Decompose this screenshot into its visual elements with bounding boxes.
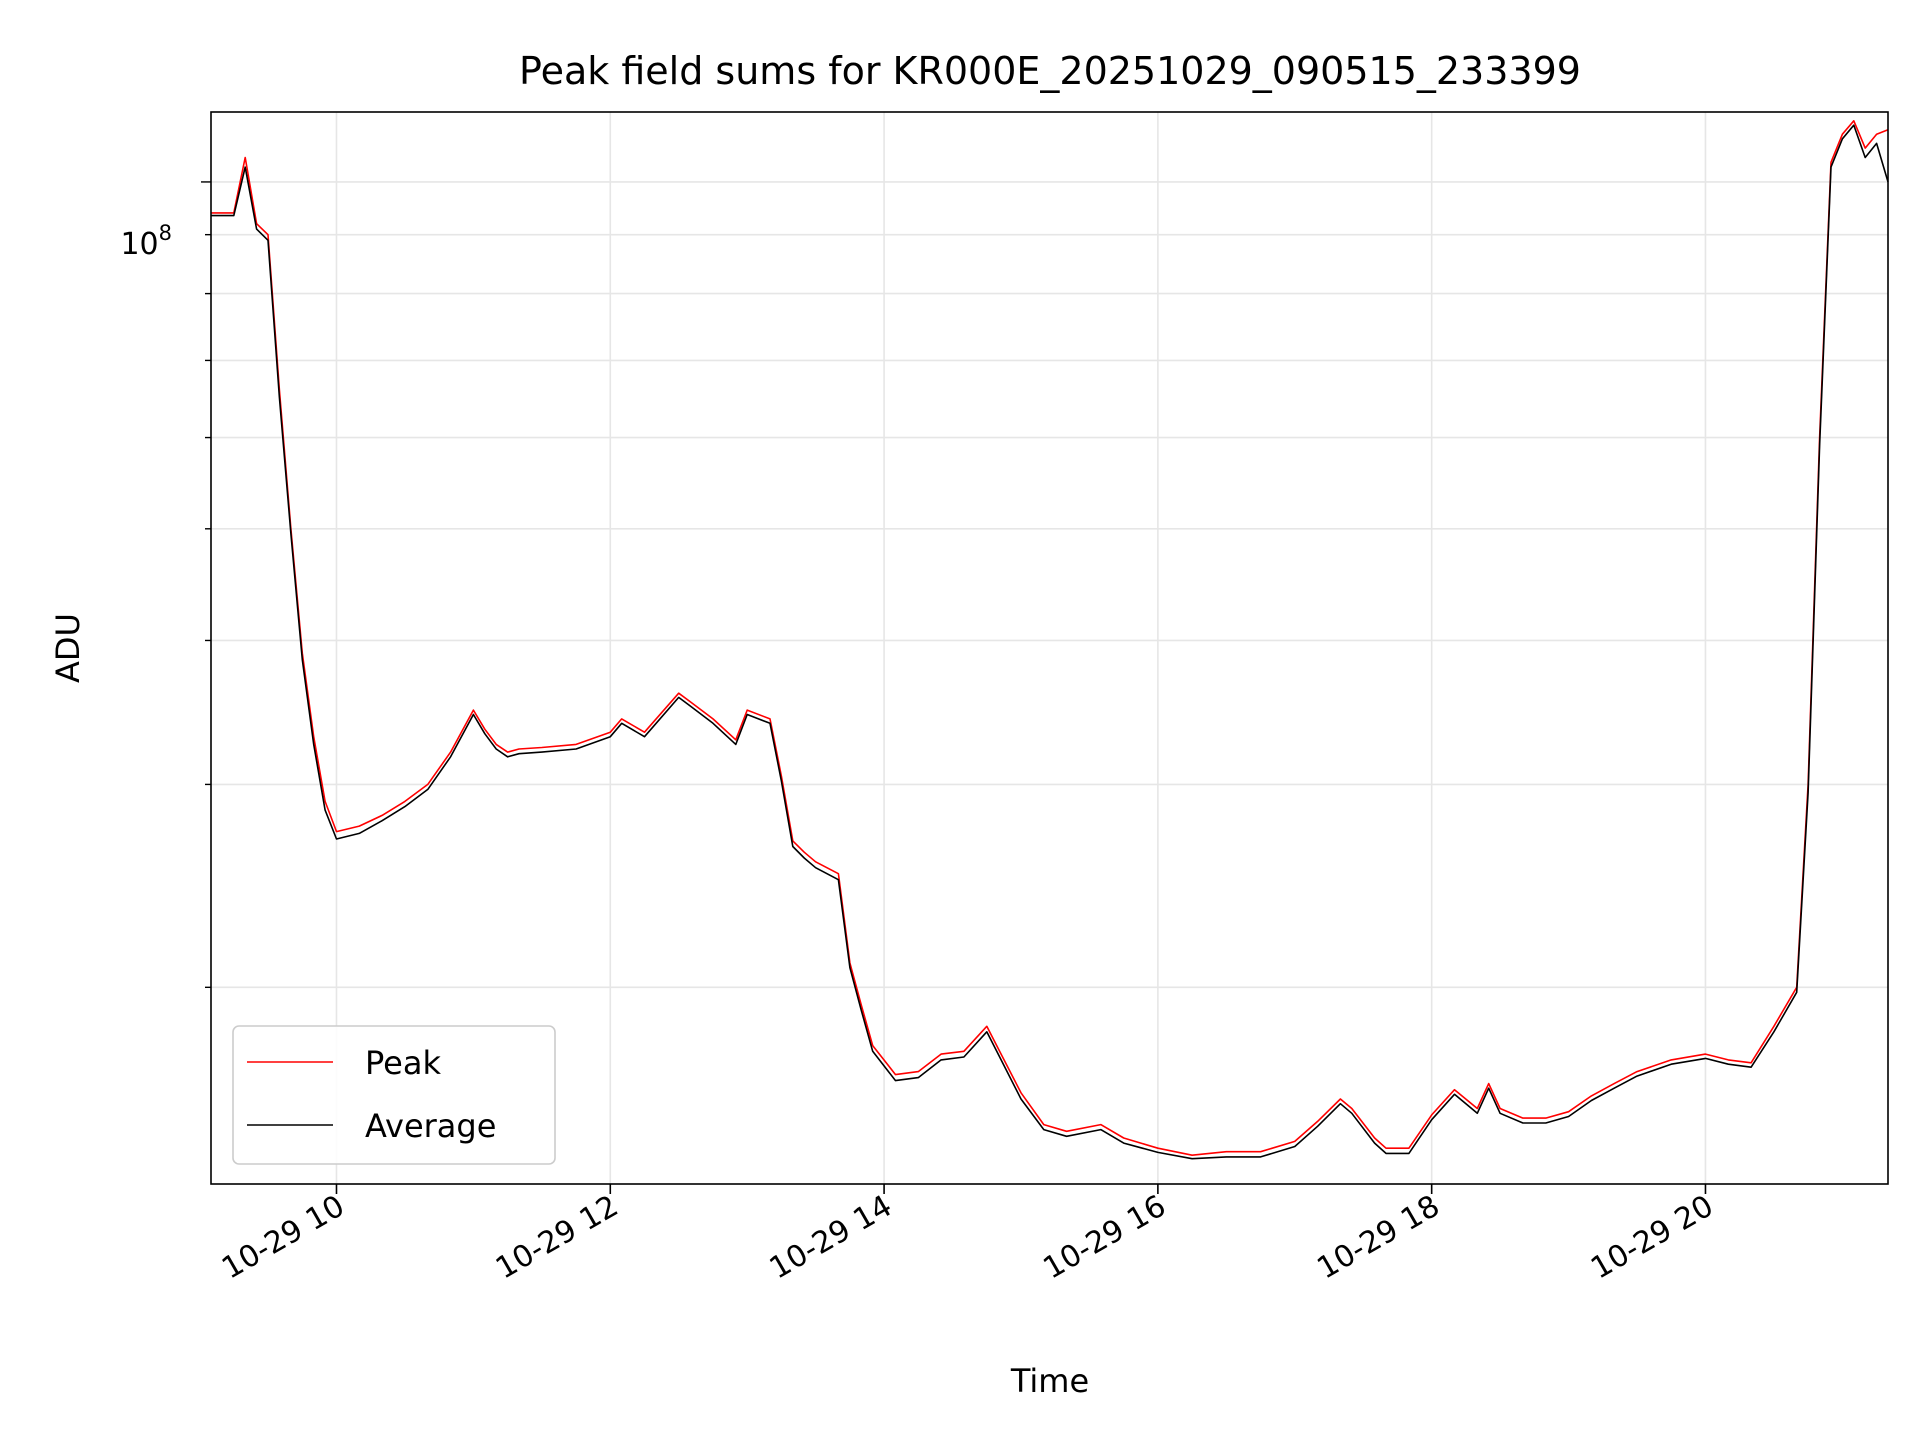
series-lines [211,120,1889,1160]
y-tick-label: 108 [120,221,172,262]
series-line-average [211,124,1889,1160]
grid-lines [211,112,1888,1184]
x-axis-label: Time [1010,1362,1089,1400]
legend-peak-label: Peak [365,1044,441,1082]
chart-title: Peak field sums for KR000E_20251029_0905… [519,49,1581,93]
legend-box [232,1025,556,1165]
legend: Peak Average [232,1025,556,1165]
y-axis-label: ADU [49,613,87,683]
legend-average-label: Average [365,1107,496,1145]
series-line-peak [211,120,1889,1156]
plot-frame [210,111,1889,1185]
